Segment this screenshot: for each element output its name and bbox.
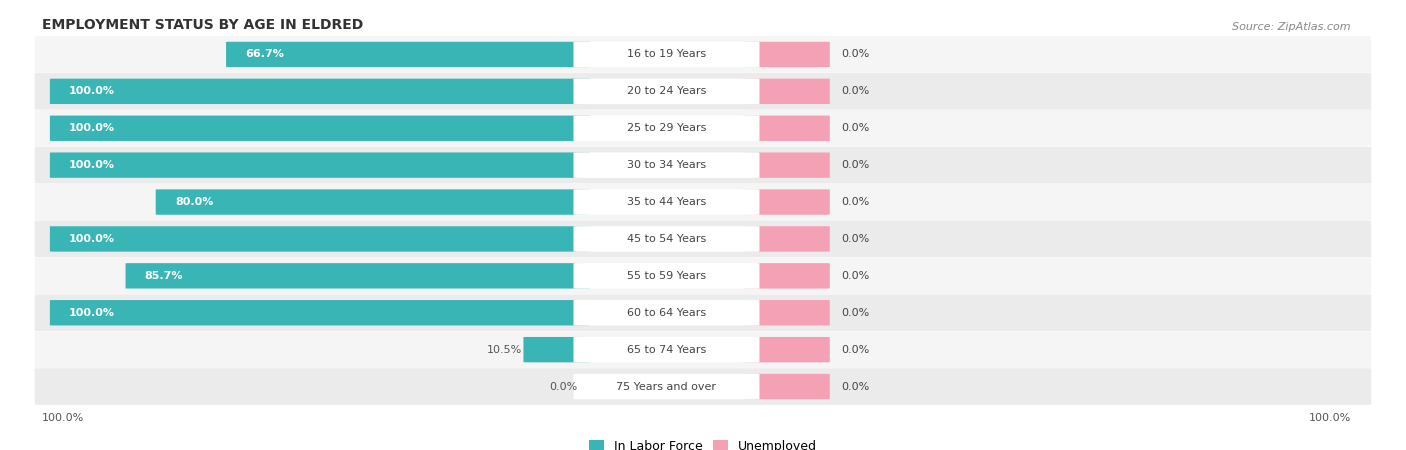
FancyBboxPatch shape <box>574 152 759 178</box>
FancyBboxPatch shape <box>125 263 591 288</box>
FancyBboxPatch shape <box>49 226 591 252</box>
Text: 45 to 54 Years: 45 to 54 Years <box>627 234 706 244</box>
FancyBboxPatch shape <box>742 42 830 67</box>
FancyBboxPatch shape <box>574 226 759 252</box>
Text: 0.0%: 0.0% <box>841 160 869 170</box>
Text: 0.0%: 0.0% <box>841 123 869 133</box>
FancyBboxPatch shape <box>742 116 830 141</box>
FancyBboxPatch shape <box>35 331 1371 368</box>
FancyBboxPatch shape <box>742 189 830 215</box>
FancyBboxPatch shape <box>35 294 1371 331</box>
FancyBboxPatch shape <box>574 337 759 363</box>
FancyBboxPatch shape <box>35 36 1371 73</box>
Text: 25 to 29 Years: 25 to 29 Years <box>627 123 706 133</box>
Text: 80.0%: 80.0% <box>174 197 214 207</box>
Text: 85.7%: 85.7% <box>145 271 183 281</box>
Text: 100.0%: 100.0% <box>69 123 115 133</box>
Text: 60 to 64 Years: 60 to 64 Years <box>627 308 706 318</box>
Text: 0.0%: 0.0% <box>841 197 869 207</box>
FancyBboxPatch shape <box>35 368 1371 405</box>
Text: 65 to 74 Years: 65 to 74 Years <box>627 345 706 355</box>
FancyBboxPatch shape <box>574 263 759 289</box>
FancyBboxPatch shape <box>574 115 759 141</box>
Text: 0.0%: 0.0% <box>841 234 869 244</box>
Legend: In Labor Force, Unemployed: In Labor Force, Unemployed <box>583 435 823 450</box>
FancyBboxPatch shape <box>35 110 1371 147</box>
Text: 30 to 34 Years: 30 to 34 Years <box>627 160 706 170</box>
FancyBboxPatch shape <box>35 257 1371 294</box>
FancyBboxPatch shape <box>574 189 759 215</box>
Text: 16 to 19 Years: 16 to 19 Years <box>627 50 706 59</box>
FancyBboxPatch shape <box>35 147 1371 184</box>
FancyBboxPatch shape <box>742 374 830 399</box>
FancyBboxPatch shape <box>35 73 1371 110</box>
Text: 0.0%: 0.0% <box>841 86 869 96</box>
FancyBboxPatch shape <box>574 78 759 104</box>
FancyBboxPatch shape <box>49 153 591 178</box>
FancyBboxPatch shape <box>49 116 591 141</box>
Text: EMPLOYMENT STATUS BY AGE IN ELDRED: EMPLOYMENT STATUS BY AGE IN ELDRED <box>42 18 363 32</box>
Text: Source: ZipAtlas.com: Source: ZipAtlas.com <box>1232 22 1351 32</box>
FancyBboxPatch shape <box>574 300 759 326</box>
Text: 0.0%: 0.0% <box>841 271 869 281</box>
FancyBboxPatch shape <box>35 220 1371 257</box>
FancyBboxPatch shape <box>574 41 759 68</box>
Text: 35 to 44 Years: 35 to 44 Years <box>627 197 706 207</box>
Text: 100.0%: 100.0% <box>69 308 115 318</box>
FancyBboxPatch shape <box>742 263 830 288</box>
Text: 100.0%: 100.0% <box>1309 413 1351 423</box>
FancyBboxPatch shape <box>49 300 591 325</box>
FancyBboxPatch shape <box>35 184 1371 220</box>
Text: 0.0%: 0.0% <box>841 345 869 355</box>
Text: 0.0%: 0.0% <box>841 382 869 392</box>
Text: 0.0%: 0.0% <box>841 308 869 318</box>
FancyBboxPatch shape <box>742 79 830 104</box>
Text: 100.0%: 100.0% <box>69 160 115 170</box>
Text: 100.0%: 100.0% <box>69 86 115 96</box>
FancyBboxPatch shape <box>742 226 830 252</box>
FancyBboxPatch shape <box>574 374 759 400</box>
FancyBboxPatch shape <box>49 79 591 104</box>
FancyBboxPatch shape <box>226 42 591 67</box>
Text: 100.0%: 100.0% <box>69 234 115 244</box>
FancyBboxPatch shape <box>523 337 591 362</box>
Text: 0.0%: 0.0% <box>550 382 578 392</box>
Text: 100.0%: 100.0% <box>42 413 84 423</box>
Text: 55 to 59 Years: 55 to 59 Years <box>627 271 706 281</box>
Text: 66.7%: 66.7% <box>246 50 284 59</box>
Text: 10.5%: 10.5% <box>486 345 522 355</box>
Text: 0.0%: 0.0% <box>841 50 869 59</box>
Text: 75 Years and over: 75 Years and over <box>616 382 717 392</box>
FancyBboxPatch shape <box>742 300 830 325</box>
Text: 20 to 24 Years: 20 to 24 Years <box>627 86 706 96</box>
FancyBboxPatch shape <box>156 189 591 215</box>
FancyBboxPatch shape <box>742 337 830 362</box>
FancyBboxPatch shape <box>742 153 830 178</box>
